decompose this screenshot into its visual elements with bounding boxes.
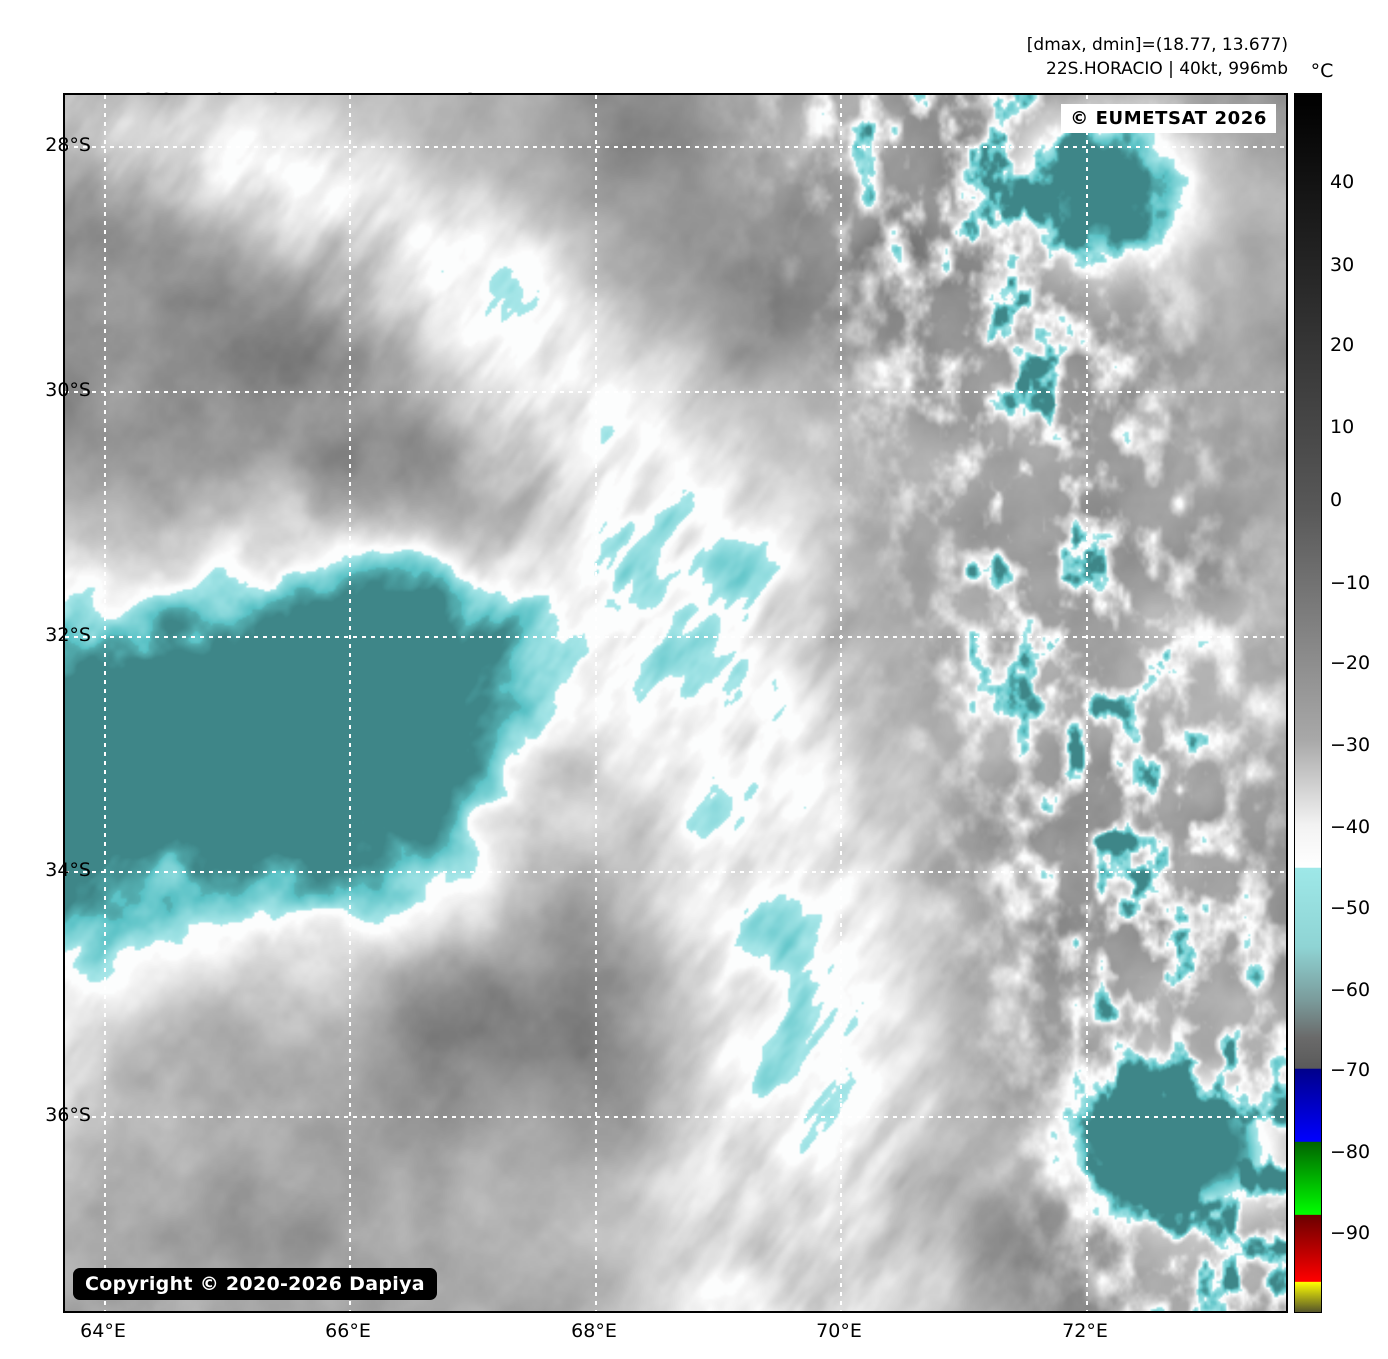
infrared-satellite-imagery: [65, 95, 1286, 1311]
colorbar-tick-label: −40: [1330, 816, 1371, 838]
colorbar-tick-label: 30: [1330, 254, 1355, 276]
colorbar-tick-label: −50: [1330, 897, 1371, 919]
x-axis-tick-label: 72°E: [1062, 1320, 1108, 1342]
y-axis-tick-label: 28°S: [45, 134, 91, 156]
storm-readout: 22S.HORACIO | 40kt, 996mb: [1046, 59, 1288, 80]
x-axis-tick-label: 68°E: [571, 1320, 617, 1342]
y-axis-tick-label: 32°S: [45, 624, 91, 646]
eumetsat-copyright-badge: © EUMETSAT 2026: [1061, 104, 1276, 133]
colorbar-tick-label: −80: [1330, 1141, 1371, 1163]
colorbar-tick-label: −30: [1330, 734, 1371, 756]
colorbar-tick-label: 10: [1330, 416, 1355, 438]
x-axis-tick-label: 66°E: [325, 1320, 371, 1342]
colorbar-tick-label: −20: [1330, 652, 1371, 674]
colorbar-gradient: [1295, 94, 1321, 1312]
colorbar-unit-label: °C: [1310, 60, 1334, 82]
x-axis-tick-label: 64°E: [80, 1320, 126, 1342]
colorbar-tick-label: 0: [1330, 489, 1343, 511]
colorbar-tick-label: 20: [1330, 334, 1355, 356]
dapiya-copyright-badge: Copyright © 2020-2026 Dapiya: [73, 1268, 437, 1300]
satellite-image-panel[interactable]: © EUMETSAT 2026 Copyright © 2020-2026 Da…: [63, 93, 1288, 1313]
temperature-colorbar[interactable]: [1294, 93, 1322, 1313]
x-axis-tick-label: 70°E: [816, 1320, 862, 1342]
colorbar-tick-label: −70: [1330, 1059, 1371, 1081]
y-axis-tick-label: 36°S: [45, 1104, 91, 1126]
y-axis-tick-label: 34°S: [45, 859, 91, 881]
colorbar-tick-label: −90: [1330, 1222, 1371, 1244]
colorbar-tick-label: −60: [1330, 979, 1371, 1001]
colorbar-tick-label: −10: [1330, 572, 1371, 594]
header-meta-block: [dmax, dmin]=(18.77, 13.677) 22S.HORACIO…: [1027, 33, 1288, 81]
colorbar-tick-label: 40: [1330, 171, 1355, 193]
dminmax-readout: [dmax, dmin]=(18.77, 13.677): [1026, 35, 1288, 55]
y-axis-tick-label: 30°S: [45, 379, 91, 401]
